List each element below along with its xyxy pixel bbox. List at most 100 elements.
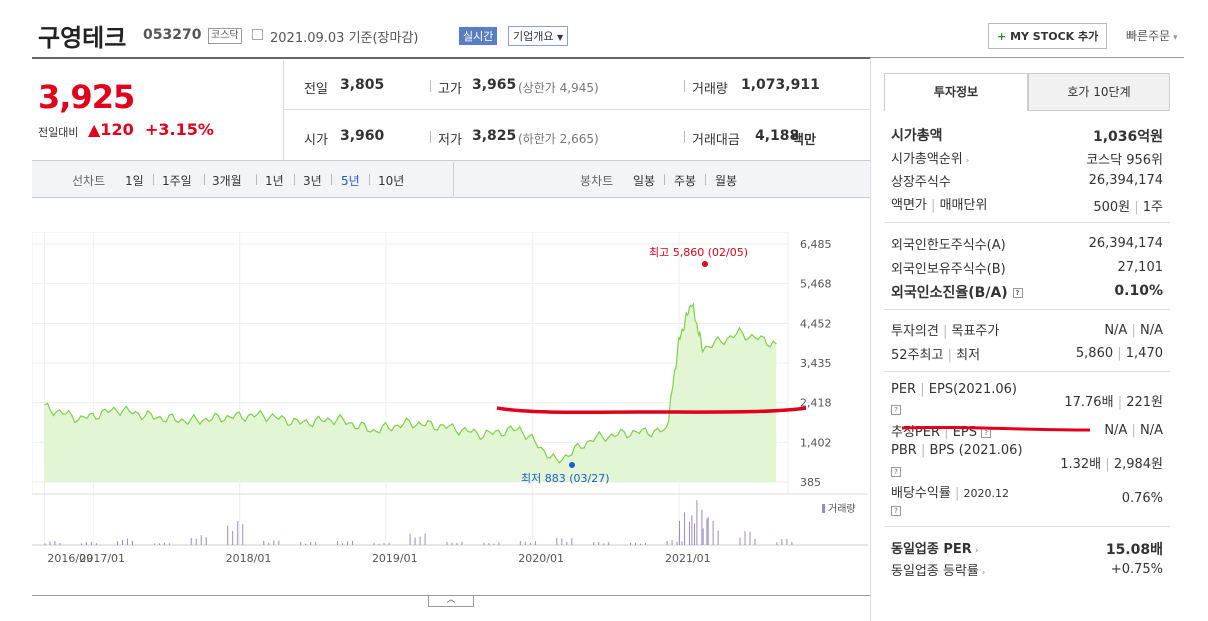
volume-bar [676,541,678,545]
target-label: 목표주가 [951,324,1000,339]
volume-bar [190,537,192,545]
volume-bar [776,542,778,545]
volume-bar [200,535,202,545]
divider [684,80,685,92]
period-3y[interactable]: 3년 [303,174,322,188]
volume-bar [529,542,531,545]
candle-monthly[interactable]: 월봉 [715,174,738,188]
period-10y[interactable]: 10년 [378,174,405,188]
collapse-chart-button[interactable]: ︿ [428,596,474,607]
amount-label: 거래대금 [692,133,740,148]
w52-low-label: 최저 [956,348,981,363]
candle-daily[interactable]: 일봉 [633,174,656,188]
volume-bar [273,540,275,545]
low-marker-label: 최저 883 (03/27) [521,472,610,485]
volume-bar [488,543,490,545]
chevron-right-icon: › [978,568,986,578]
help-icon[interactable]: ? [891,466,901,477]
plus-icon: + [997,30,1007,43]
volume-bar [712,520,714,545]
volume-bar [409,533,411,545]
volume-bar [681,541,683,545]
market-cap-rank-link[interactable]: 시가총액순위 › [891,148,969,167]
w52-low-value: 1,470 [1125,346,1163,361]
volume-bar [717,530,719,545]
quick-order-button[interactable]: 빠른주문 ▾ [1126,27,1178,44]
volume-bar [571,538,573,545]
volume-bar [342,543,344,545]
y-tick-label: 385 [800,476,821,489]
candle-weekly[interactable]: 주봉 [674,174,697,188]
help-icon[interactable]: ? [891,404,901,415]
period-3m[interactable]: 3개월 [212,174,242,188]
divider [331,174,332,185]
volume-bar [630,542,632,545]
volume-bar [352,541,354,545]
sector-rate-link[interactable]: 동일업종 등락률 › [891,560,985,579]
volume-bar [524,541,526,545]
foreign-limit-label: 외국인한도주식수(A) [891,238,1006,253]
candle-chart-label: 봉차트 [580,174,614,188]
price-series [44,302,777,482]
quote-row-divider [283,109,870,110]
tab-invest-info[interactable]: 투자정보 [884,73,1028,111]
per-value: 17.76배 [1064,395,1114,410]
price-area [44,304,777,482]
volume-bar [49,541,51,545]
period-1y[interactable]: 1년 [265,174,284,188]
volume-bar [388,542,390,545]
chevron-right-icon: › [971,546,979,556]
shares-label: 상장주식수 [891,175,951,190]
period-5y[interactable]: 5년 [341,174,360,188]
volume-bars: 거래량 [32,493,868,546]
volume-label: 거래량 [828,503,856,515]
volume-bar [603,543,605,545]
divider [256,174,257,185]
volume-bar [702,528,704,545]
volume-bar [44,543,46,545]
current-price: 3,925 [38,78,135,116]
high-marker-dot [702,261,708,267]
tab-order-book[interactable]: 호가 10단계 [1028,73,1170,111]
volume-bar [126,538,128,545]
chart-bottom-rule [32,595,870,596]
price-chart[interactable]: 6,485 5,468 4,452 3,435 2,418 1,402 385 거래량 20… [32,232,870,577]
open-label: 시가 [304,133,328,148]
y-tick-label: 1,402 [800,436,832,449]
section-divider [884,371,1170,372]
volume-bar [85,542,87,545]
volume-bar [232,530,234,545]
volume-bar [561,538,563,545]
period-1d[interactable]: 1일 [125,174,144,188]
add-mystock-button[interactable]: + MY STOCK 추가 [988,23,1108,49]
chevron-down-icon: ▼ [556,33,564,42]
volume-bar [498,542,500,545]
volume-bar [593,542,595,545]
volume-bar [461,541,463,545]
x-tick-label: 2016/09 [47,552,93,565]
right-panel-border [870,58,871,621]
pbr-value: 1.32배 [1060,457,1102,472]
help-icon[interactable]: ? [891,505,901,516]
volume-bar [414,537,416,545]
foreign-hold-label: 외국인보유주식수(B) [891,262,1006,277]
est-per-value: N/A [1104,423,1128,438]
top-divider [32,57,870,59]
volume-bar [90,541,92,545]
foreign-limit-value: 26,394,174 [1088,236,1163,251]
divider [204,174,205,185]
foreign-ratio-label: 외국인소진율(B/A) [891,285,1008,301]
divider [153,174,154,185]
company-info-dropdown[interactable]: 기업개요 ▼ [508,26,569,46]
help-icon[interactable]: ? [1012,288,1023,298]
quote-divider [283,60,284,160]
sector-per-link[interactable]: 동일업종 PER › [891,538,979,557]
period-1w[interactable]: 1주일 [162,174,192,188]
volume-bar [701,509,703,545]
low-value: 3,825 [472,128,517,144]
company-info-label: 기업개요 [513,30,554,43]
realtime-button[interactable]: 실시간 [459,27,498,45]
volume-label: 거래량 [692,82,728,97]
volume-bar [131,540,133,545]
market-badge: 코스닥 [208,28,242,44]
